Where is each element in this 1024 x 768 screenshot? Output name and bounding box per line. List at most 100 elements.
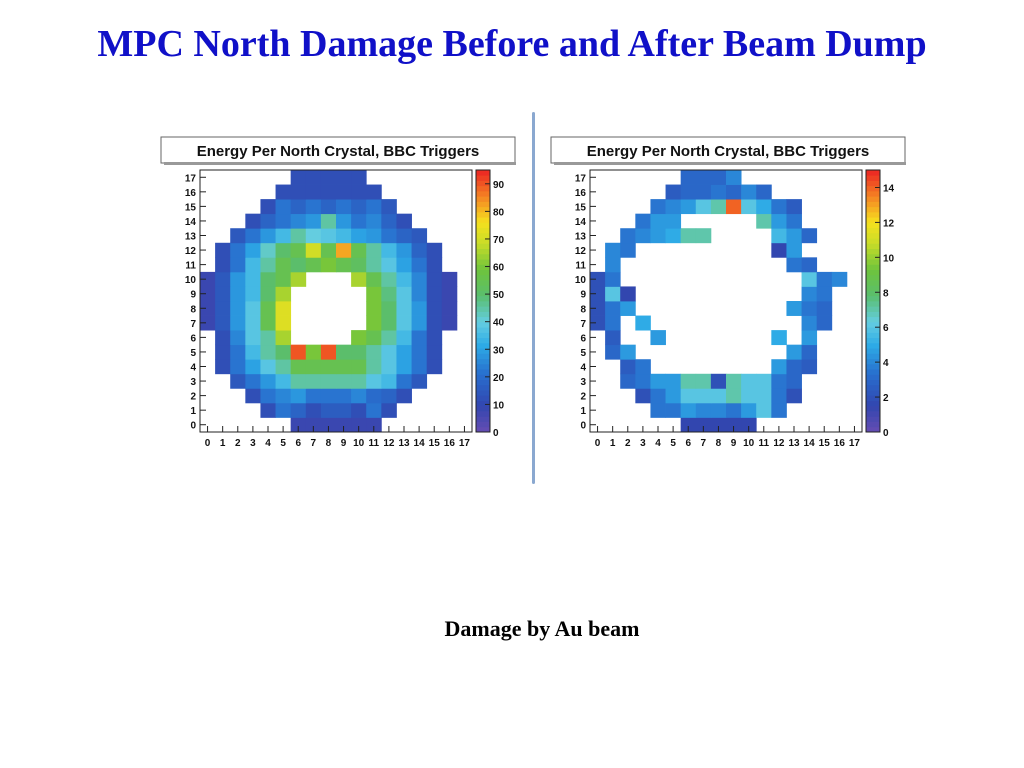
heatmap-cell — [801, 359, 818, 375]
colorbar-segment — [866, 332, 880, 339]
heatmap-svg-0: Energy Per North Crystal, BBC Triggers01… — [160, 136, 516, 449]
heatmap-cell — [786, 344, 802, 360]
heatmap-cell — [771, 213, 787, 229]
heatmap-cell — [620, 301, 636, 316]
y-tick-label: 8 — [190, 304, 196, 315]
heatmap-cell — [366, 315, 382, 331]
heatmap-cell — [605, 286, 621, 302]
heatmap-cell — [396, 286, 412, 302]
heatmap-cell — [771, 330, 787, 346]
heatmap-cell — [230, 359, 246, 375]
colorbar-segment — [476, 363, 490, 370]
x-tick-label: 1 — [610, 438, 616, 449]
colorbar-segment — [476, 259, 490, 265]
heatmap-cell — [290, 417, 307, 433]
heatmap-cell — [635, 213, 651, 229]
heatmap-cell — [290, 271, 307, 287]
heatmap-cell — [635, 388, 651, 404]
y-tick-label: 16 — [575, 188, 587, 199]
heatmap-cell — [245, 388, 261, 404]
heatmap-cell — [305, 228, 322, 244]
y-tick-label: 6 — [580, 333, 586, 344]
heatmap-cell — [726, 199, 742, 215]
heatmap-cell — [381, 315, 397, 331]
heatmap-cell — [215, 315, 231, 331]
heatmap-cell — [396, 242, 412, 258]
heatmap-cell — [230, 330, 246, 346]
heatmap-cell — [710, 402, 727, 418]
heatmap-cell — [710, 199, 727, 215]
heatmap-cell — [426, 330, 443, 346]
heatmap-cell — [726, 417, 742, 433]
heatmap-cell — [680, 228, 697, 244]
heatmap-cell — [260, 330, 276, 346]
y-tick-label: 1 — [580, 406, 586, 417]
heatmap-cell — [305, 213, 322, 229]
colorbar-segment — [866, 227, 880, 234]
heatmap-cell — [650, 388, 666, 404]
heatmap-cell — [665, 402, 682, 418]
colorbar-segment — [476, 390, 490, 396]
heatmap-cell — [411, 301, 428, 316]
colorbar-segment — [476, 264, 490, 270]
heatmap-cell — [275, 242, 292, 258]
heatmap-cell — [305, 257, 322, 273]
heatmap-svg-1: Energy Per North Crystal, BBC Triggers01… — [550, 136, 906, 449]
heatmap-cell — [351, 271, 367, 287]
heatmap-cell — [336, 373, 352, 389]
heatmap-cell — [351, 199, 367, 215]
colorbar-segment — [476, 374, 490, 380]
heatmap-cell — [215, 257, 231, 273]
colorbar-segment — [476, 248, 490, 255]
colorbar-segment — [866, 348, 880, 354]
colorbar-segment — [866, 369, 880, 375]
colorbar-segment — [476, 285, 490, 291]
x-tick-label: 12 — [773, 438, 785, 449]
heatmap-cell — [680, 417, 697, 433]
colorbar-segment — [866, 243, 880, 249]
heatmap-cell — [426, 344, 443, 360]
y-tick-label: 17 — [185, 173, 197, 184]
y-tick-label: 7 — [190, 319, 196, 330]
heatmap-cell — [695, 388, 712, 404]
heatmap-cell — [381, 330, 397, 346]
heatmap-cell — [320, 417, 337, 433]
heatmap-cell — [605, 315, 621, 331]
colorbar-segment — [866, 353, 880, 360]
colorbar-tick-label: 6 — [883, 323, 889, 334]
colorbar-tick-label: 4 — [883, 358, 889, 369]
heatmap-cell — [801, 271, 818, 287]
heatmap-cell — [771, 388, 787, 404]
heatmap-cell — [695, 228, 712, 244]
colorbar-segment — [476, 243, 490, 249]
heatmap-cell — [351, 373, 367, 389]
colorbar-segment — [476, 332, 490, 339]
heatmap-cell — [366, 257, 382, 273]
heatmap-cell — [366, 344, 382, 360]
colorbar-segment — [476, 405, 490, 412]
heatmap-cell — [756, 213, 772, 229]
y-tick-label: 3 — [190, 377, 196, 388]
heatmap-cell — [351, 228, 367, 244]
heatmap-cell — [305, 373, 322, 389]
heatmap-cell — [756, 402, 772, 418]
heatmap-cell — [275, 228, 292, 244]
heatmap-cell — [290, 170, 307, 185]
colorbar-segment — [476, 190, 490, 197]
heatmap-cell — [695, 373, 712, 389]
heatmap-cell — [366, 402, 382, 418]
heatmap-cell — [351, 242, 367, 258]
slide-title: MPC North Damage Before and After Beam D… — [97, 23, 927, 65]
heatmap-cell — [351, 257, 367, 273]
y-tick-label: 12 — [575, 246, 587, 257]
heatmap-cell — [396, 373, 412, 389]
heatmap-cell — [381, 271, 397, 287]
colorbar-segment — [476, 400, 490, 407]
heatmap-cell — [381, 228, 397, 244]
heatmap-cell — [680, 402, 697, 418]
heatmap-cell — [351, 344, 367, 360]
heatmap-cell — [245, 373, 261, 389]
colorbar-segment — [476, 316, 490, 323]
heatmap-cell — [396, 359, 412, 375]
x-tick-label: 0 — [595, 438, 601, 449]
